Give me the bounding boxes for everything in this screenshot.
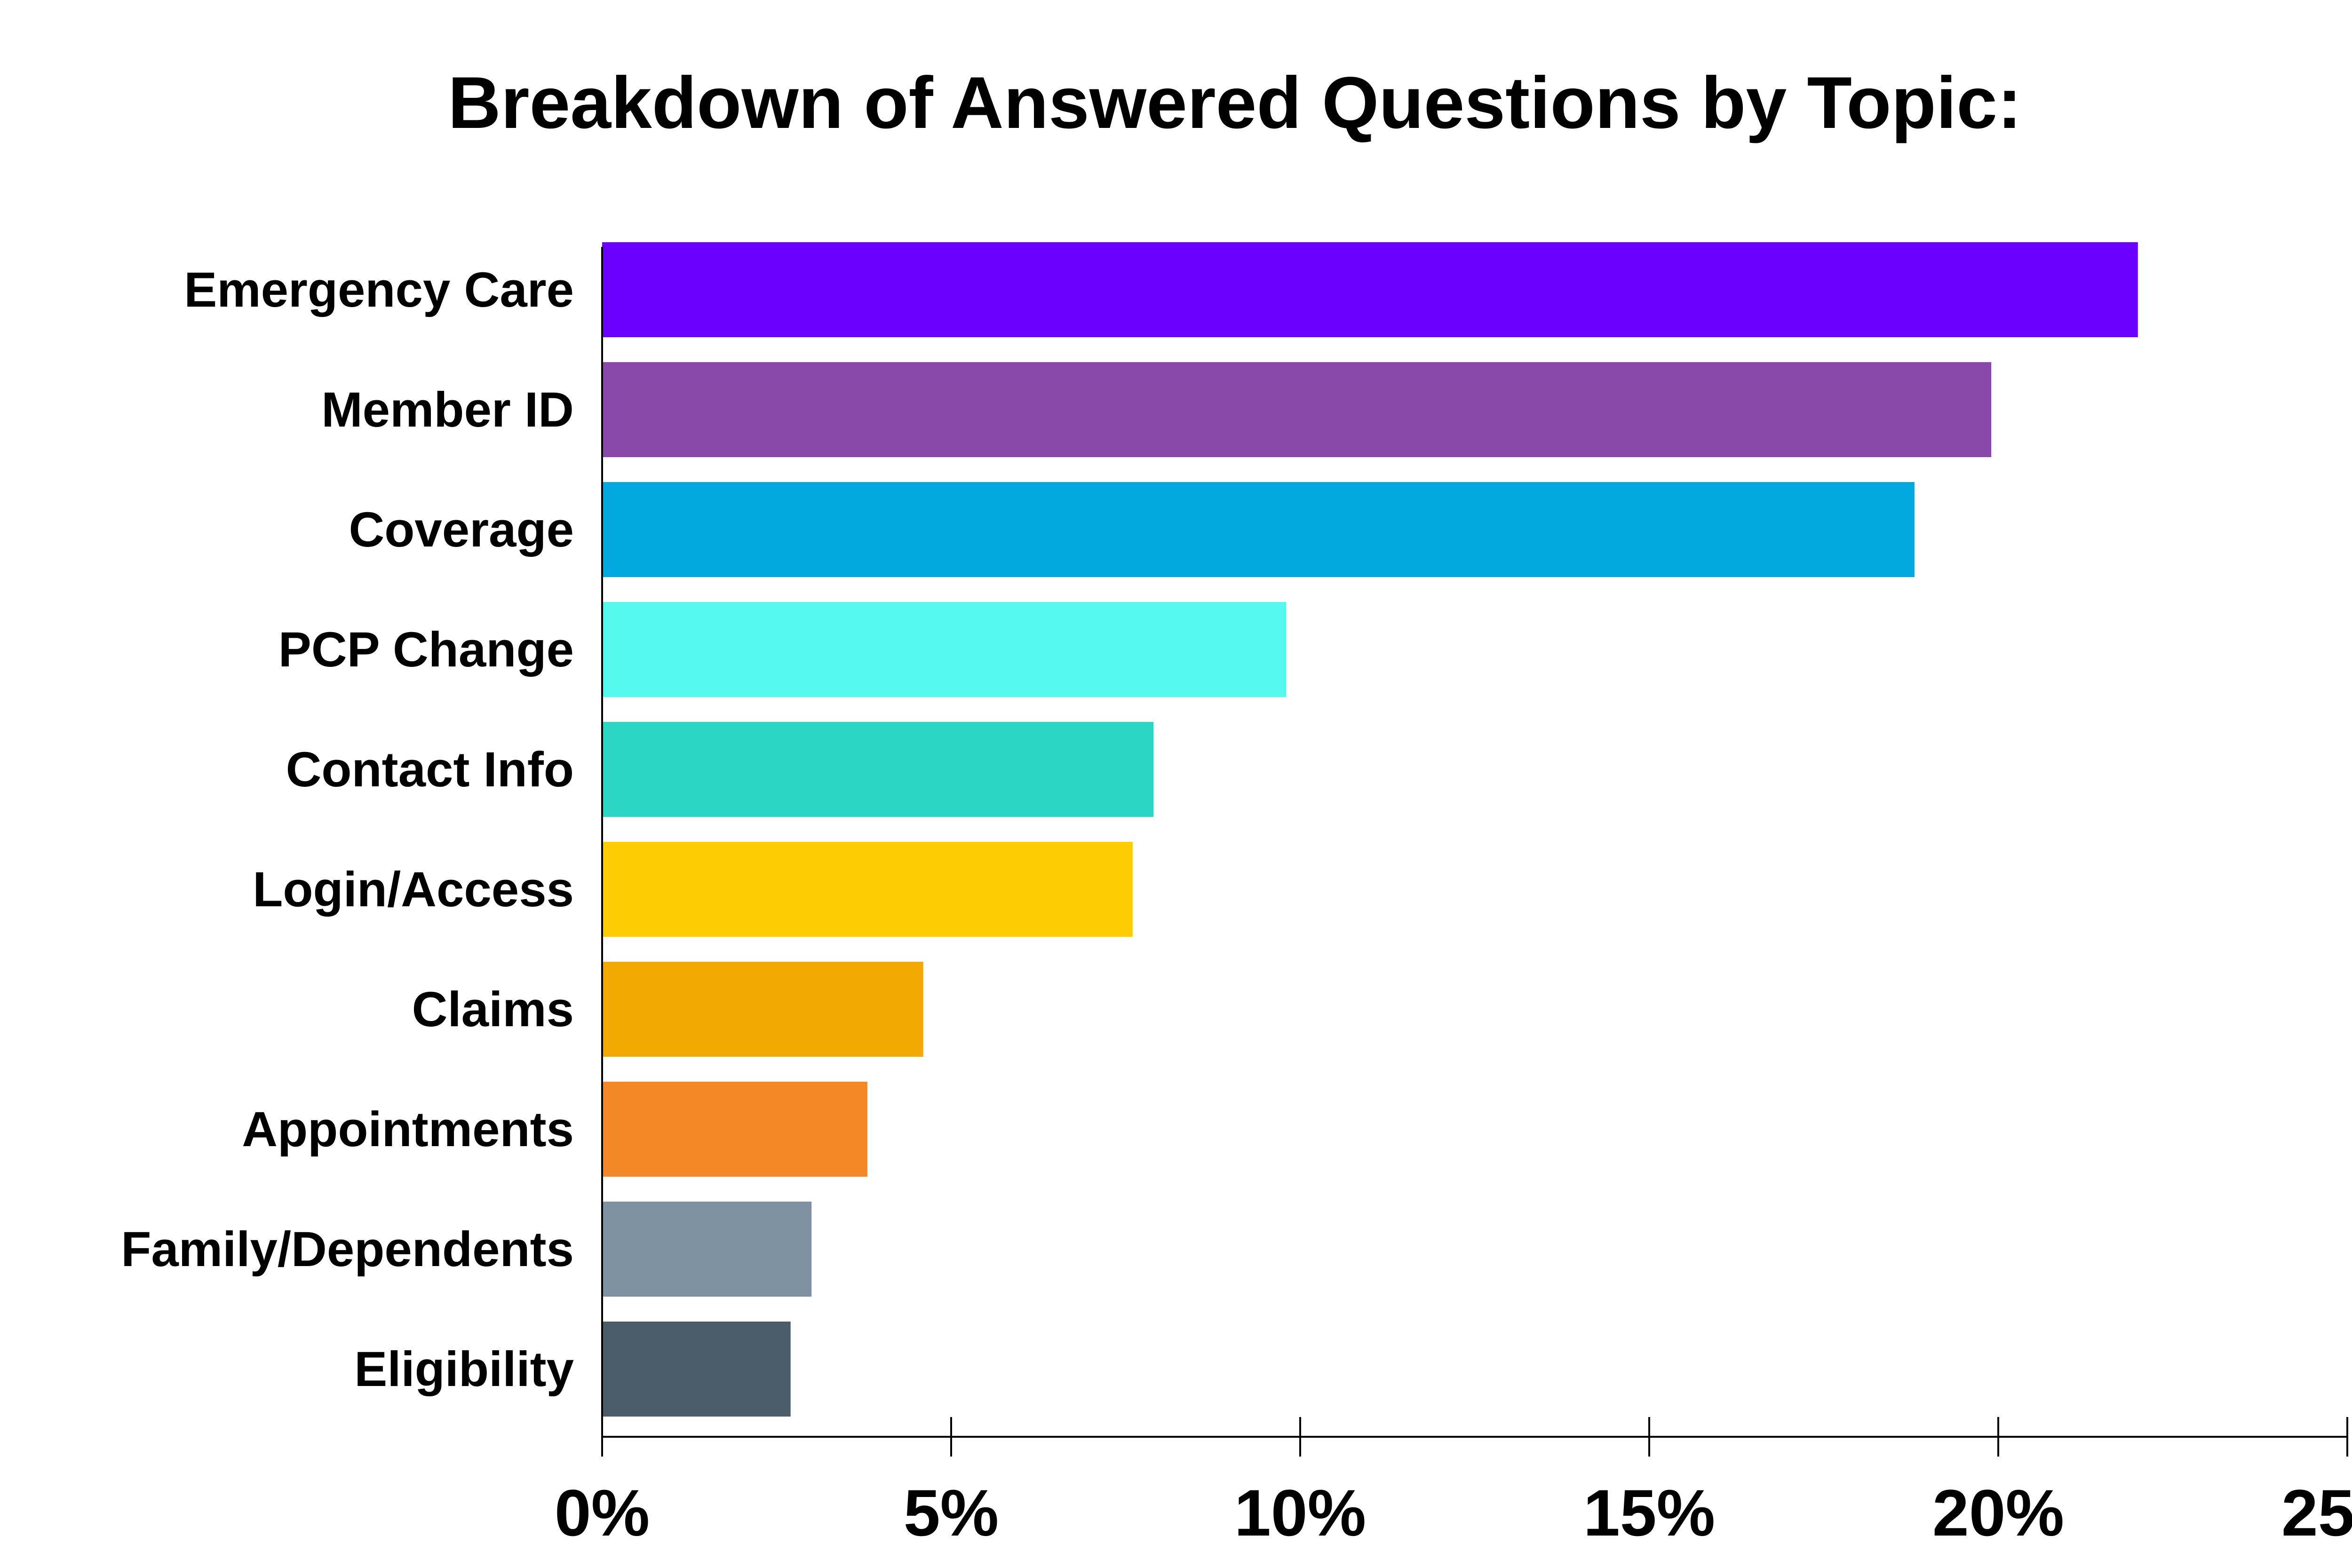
bar-member-id bbox=[602, 362, 1992, 457]
x-tick-label-10: 10% bbox=[1234, 1476, 1366, 1550]
bar-coverage bbox=[602, 482, 1915, 577]
category-label-appointments: Appointments bbox=[242, 1102, 574, 1157]
category-label-claims: Claims bbox=[412, 982, 574, 1037]
category-label-pcp-change: PCP Change bbox=[278, 622, 574, 677]
chart-title: Breakdown of Answered Questions by Topic… bbox=[448, 62, 2022, 144]
bar-eligibility bbox=[602, 1322, 791, 1417]
bar-contact-info bbox=[602, 722, 1154, 817]
category-label-eligibility: Eligibility bbox=[354, 1342, 574, 1397]
bar-claims bbox=[602, 962, 923, 1057]
category-label-member-id: Member ID bbox=[321, 382, 574, 437]
category-label-family-dependents: Family/Dependents bbox=[121, 1222, 574, 1277]
bar-login-access bbox=[602, 842, 1133, 937]
bar-pcp-change bbox=[602, 602, 1287, 697]
category-label-coverage: Coverage bbox=[349, 502, 574, 557]
x-tick-label-20: 20% bbox=[1932, 1476, 2064, 1550]
bar-emergency-care bbox=[602, 242, 2138, 337]
category-labels: Emergency Care Member ID Coverage PCP Chang… bbox=[121, 262, 574, 1397]
bar-appointments bbox=[602, 1082, 867, 1177]
x-tick-label-5: 5% bbox=[904, 1476, 999, 1550]
category-label-emergency-care: Emergency Care bbox=[184, 262, 574, 317]
x-tick-label-25: 25% bbox=[2281, 1476, 2352, 1550]
bar-family-dependents bbox=[602, 1202, 812, 1297]
category-label-login-access: Login/Access bbox=[253, 862, 574, 917]
x-tick-label-0: 0% bbox=[555, 1476, 650, 1550]
bars-layer bbox=[602, 242, 2138, 1417]
category-label-contact-info: Contact Info bbox=[286, 742, 574, 797]
x-tick-label-15: 15% bbox=[1583, 1476, 1715, 1550]
x-axis: 0% 5% 10% 15% 20% 25% bbox=[555, 247, 2352, 1550]
